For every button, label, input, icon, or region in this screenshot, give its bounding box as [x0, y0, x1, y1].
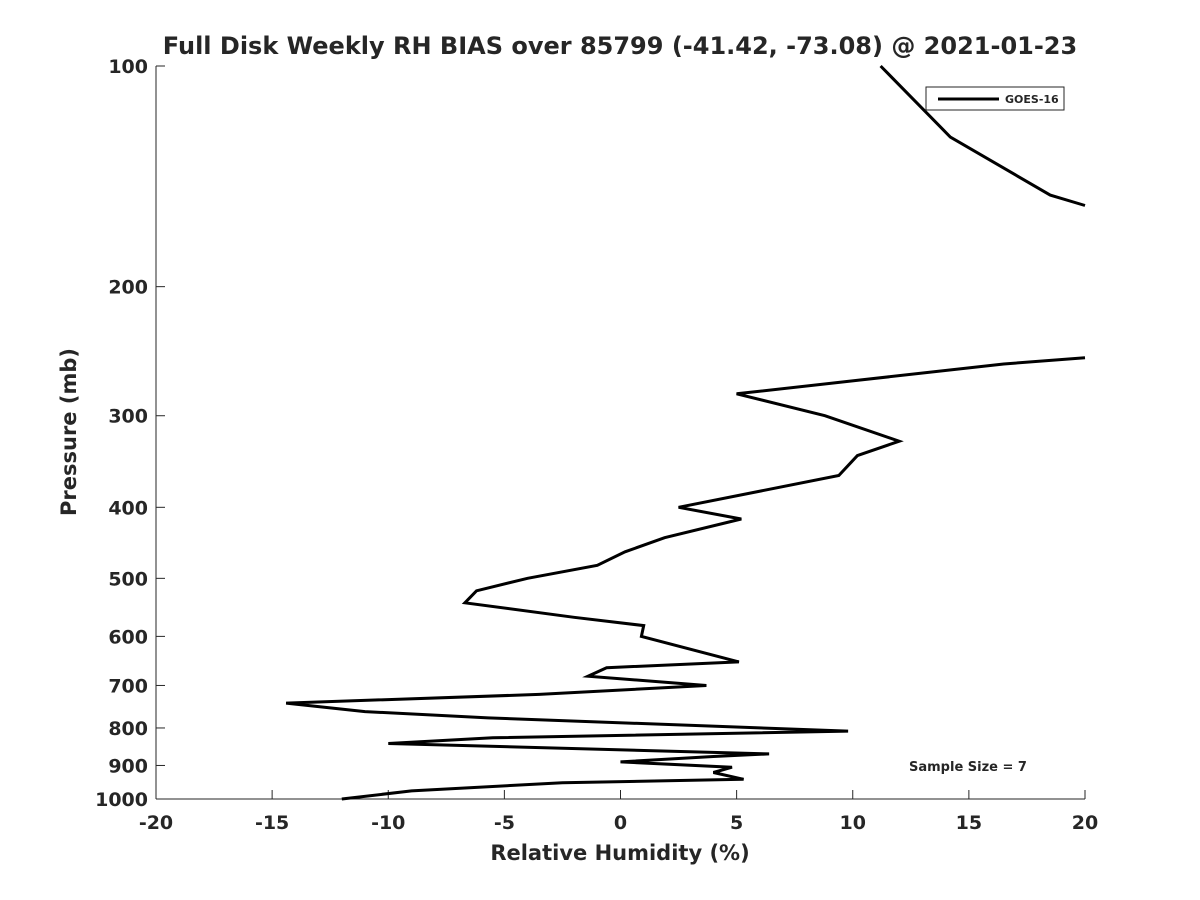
x-ticks: -20 -15 -10 -5 0 5 10 15 20	[139, 790, 1098, 834]
x-tick-label: 10	[840, 812, 866, 834]
y-tick-label: 500	[108, 568, 148, 590]
series-line-goes-16	[285, 356, 1086, 801]
y-ticks: 100 200 300 400 500 600 700 800 900 1000	[95, 56, 165, 811]
x-tick-label: -10	[371, 812, 405, 834]
y-tick-label: 100	[108, 56, 148, 78]
series-layer	[285, 64, 1086, 801]
y-tick-label: 700	[108, 675, 148, 697]
y-tick-label: 200	[108, 277, 148, 299]
y-tick-label: 300	[108, 406, 148, 428]
y-tick-label: 400	[108, 497, 148, 519]
x-tick-label: -15	[255, 812, 289, 834]
x-tick-label: -5	[494, 812, 515, 834]
series-line-goes-16	[879, 64, 1086, 207]
x-tick-label: 15	[956, 812, 982, 834]
x-tick-label: 0	[614, 812, 627, 834]
x-tick-label: -20	[139, 812, 173, 834]
plot-area: -20 -15 -10 -5 0 5 10 15 20 100 200 300 400 500 600 70…	[95, 56, 1098, 834]
plot-background	[156, 66, 1085, 799]
y-tick-label: 600	[108, 626, 148, 648]
sample-size-annotation: Sample Size = 7	[909, 760, 1027, 775]
chart-title: Full Disk Weekly RH BIAS over 85799 (-41…	[163, 32, 1077, 60]
x-tick-label: 5	[730, 812, 743, 834]
y-tick-label: 1000	[95, 789, 148, 811]
y-axis-label: Pressure (mb)	[57, 348, 81, 516]
legend: GOES-16	[925, 86, 1065, 111]
y-tick-label: 800	[108, 718, 148, 740]
legend-label-goes-16: GOES-16	[1005, 93, 1059, 106]
x-axis-label: Relative Humidity (%)	[490, 841, 749, 865]
y-tick-label: 900	[108, 755, 148, 777]
x-tick-label: 20	[1072, 812, 1098, 834]
